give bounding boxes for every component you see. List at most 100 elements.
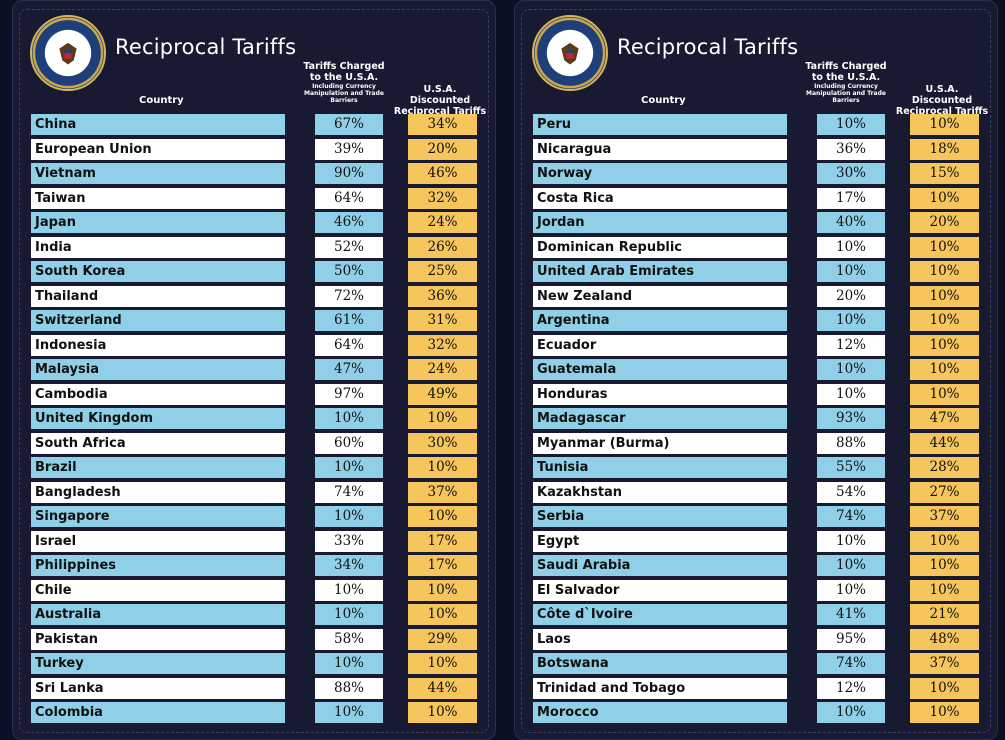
country-cell: United Arab Emirates (533, 261, 787, 282)
table-row: Turkey 10% 10% (31, 652, 481, 677)
country-cell: New Zealand (533, 285, 787, 307)
discounted-tariff-cell: 29% (408, 628, 477, 650)
tariff-charged-cell: 10% (817, 383, 885, 405)
table-row: Botswana 74% 37% (533, 652, 983, 677)
tariffs-charged-column-header: Tariffs Charged to the U.S.A. Including … (801, 61, 891, 104)
tariff-charged-cell: 90% (315, 163, 383, 184)
table-row: Guatemala 10% 10% (533, 358, 983, 383)
country-cell: Trinidad and Tobago (533, 677, 787, 699)
country-cell: European Union (31, 138, 285, 160)
country-cell: United Kingdom (31, 408, 285, 429)
country-cell: Singapore (31, 506, 285, 527)
tariff-charged-cell: 72% (315, 285, 383, 307)
table-row: Indonesia 64% 32% (31, 334, 481, 359)
discounted-tariff-cell: 37% (910, 653, 979, 674)
tariff-charged-cell: 50% (315, 261, 383, 282)
discounted-tariff-cell: 47% (910, 408, 979, 429)
table-row: European Union 39% 20% (31, 138, 481, 163)
country-cell: Chile (31, 579, 285, 601)
presidential-seal-icon (30, 15, 106, 91)
table-row: Chile 10% 10% (31, 579, 481, 604)
country-column-header: Country (641, 95, 686, 106)
tariff-charged-cell: 41% (817, 604, 885, 625)
table-row: El Salvador 10% 10% (533, 579, 983, 604)
country-cell: Taiwan (31, 187, 285, 209)
country-cell: Laos (533, 628, 787, 650)
country-cell: Tunisia (533, 457, 787, 478)
tariff-charged-cell: 10% (817, 702, 885, 723)
table-row: United Arab Emirates 10% 10% (533, 260, 983, 285)
tariff-charged-cell: 88% (817, 432, 885, 454)
tariff-charged-cell: 34% (315, 555, 383, 576)
tariff-charged-cell: 17% (817, 187, 885, 209)
tariffs-charged-header-sub: Including Currency Manipulation and Trad… (806, 83, 886, 104)
table-row: Argentina 10% 10% (533, 309, 983, 334)
table-row: Côte d`Ivoire 41% 21% (533, 603, 983, 628)
tariff-charged-cell: 10% (315, 408, 383, 429)
country-cell: South Korea (31, 261, 285, 282)
tariff-charged-cell: 74% (817, 506, 885, 527)
tariff-table: China 67% 34% European Union 39% 20% Vietnam 90… (31, 113, 481, 726)
tariff-charged-cell: 67% (315, 114, 383, 135)
country-cell: Kazakhstan (533, 481, 787, 503)
table-row: Dominican Republic 10% 10% (533, 236, 983, 261)
tariff-charged-cell: 88% (315, 677, 383, 699)
country-cell: Botswana (533, 653, 787, 674)
table-row: Jordan 40% 20% (533, 211, 983, 236)
table-row: Trinidad and Tobago 12% 10% (533, 677, 983, 702)
discounted-tariff-cell: 32% (408, 187, 477, 209)
discounted-tariff-cell: 10% (910, 579, 979, 601)
table-row: New Zealand 20% 10% (533, 285, 983, 310)
tariff-charged-cell: 52% (315, 236, 383, 258)
tariff-charged-cell: 46% (315, 212, 383, 233)
discounted-tariff-cell: 10% (910, 530, 979, 552)
country-cell: Madagascar (533, 408, 787, 429)
table-row: Vietnam 90% 46% (31, 162, 481, 187)
table-row: Sri Lanka 88% 44% (31, 677, 481, 702)
country-cell: Norway (533, 163, 787, 184)
discounted-tariff-cell: 20% (408, 138, 477, 160)
discounted-tariff-cell: 26% (408, 236, 477, 258)
table-row: Philippines 34% 17% (31, 554, 481, 579)
country-cell: Philippines (31, 555, 285, 576)
discounted-tariff-cell: 36% (408, 285, 477, 307)
table-row: Australia 10% 10% (31, 603, 481, 628)
table-row: Brazil 10% 10% (31, 456, 481, 481)
discounted-tariff-cell: 18% (910, 138, 979, 160)
tariff-charged-cell: 10% (315, 653, 383, 674)
table-row: Pakistan 58% 29% (31, 628, 481, 653)
table-row: Laos 95% 48% (533, 628, 983, 653)
discounted-tariff-cell: 10% (408, 457, 477, 478)
discounted-tariff-cell: 10% (910, 114, 979, 135)
country-cell: El Salvador (533, 579, 787, 601)
table-row: Ecuador 12% 10% (533, 334, 983, 359)
table-row: Kazakhstan 54% 27% (533, 481, 983, 506)
country-cell: Morocco (533, 702, 787, 723)
tariff-charged-cell: 10% (315, 457, 383, 478)
country-cell: Jordan (533, 212, 787, 233)
tariffs-charged-header-sub: Including Currency Manipulation and Trad… (304, 83, 384, 104)
tariff-charged-cell: 47% (315, 359, 383, 380)
tariff-charged-cell: 10% (817, 555, 885, 576)
country-cell: Vietnam (31, 163, 285, 184)
table-row: Colombia 10% 10% (31, 701, 481, 726)
tariff-charged-cell: 40% (817, 212, 885, 233)
table-row: South Africa 60% 30% (31, 432, 481, 457)
table-row: Myanmar (Burma) 88% 44% (533, 432, 983, 457)
discounted-tariff-cell: 44% (910, 432, 979, 454)
table-row: Israel 33% 17% (31, 530, 481, 555)
country-cell: Colombia (31, 702, 285, 723)
discounted-tariff-cell: 10% (408, 408, 477, 429)
tariffs-charged-column-header: Tariffs Charged to the U.S.A. Including … (299, 61, 389, 104)
country-cell: Australia (31, 604, 285, 625)
discounted-tariff-cell: 21% (910, 604, 979, 625)
tariff-charged-cell: 10% (817, 530, 885, 552)
tariffs-charged-header-main: Tariffs Charged to the U.S.A. (303, 61, 385, 83)
discounted-tariff-cell: 17% (408, 555, 477, 576)
country-cell: Costa Rica (533, 187, 787, 209)
discounted-tariff-cell: 31% (408, 310, 477, 331)
country-cell: Myanmar (Burma) (533, 432, 787, 454)
discounted-tariffs-column-header: U.S.A. Discounted Reciprocal Tariffs (895, 84, 989, 117)
discounted-tariff-cell: 27% (910, 481, 979, 503)
tariff-charged-cell: 60% (315, 432, 383, 454)
